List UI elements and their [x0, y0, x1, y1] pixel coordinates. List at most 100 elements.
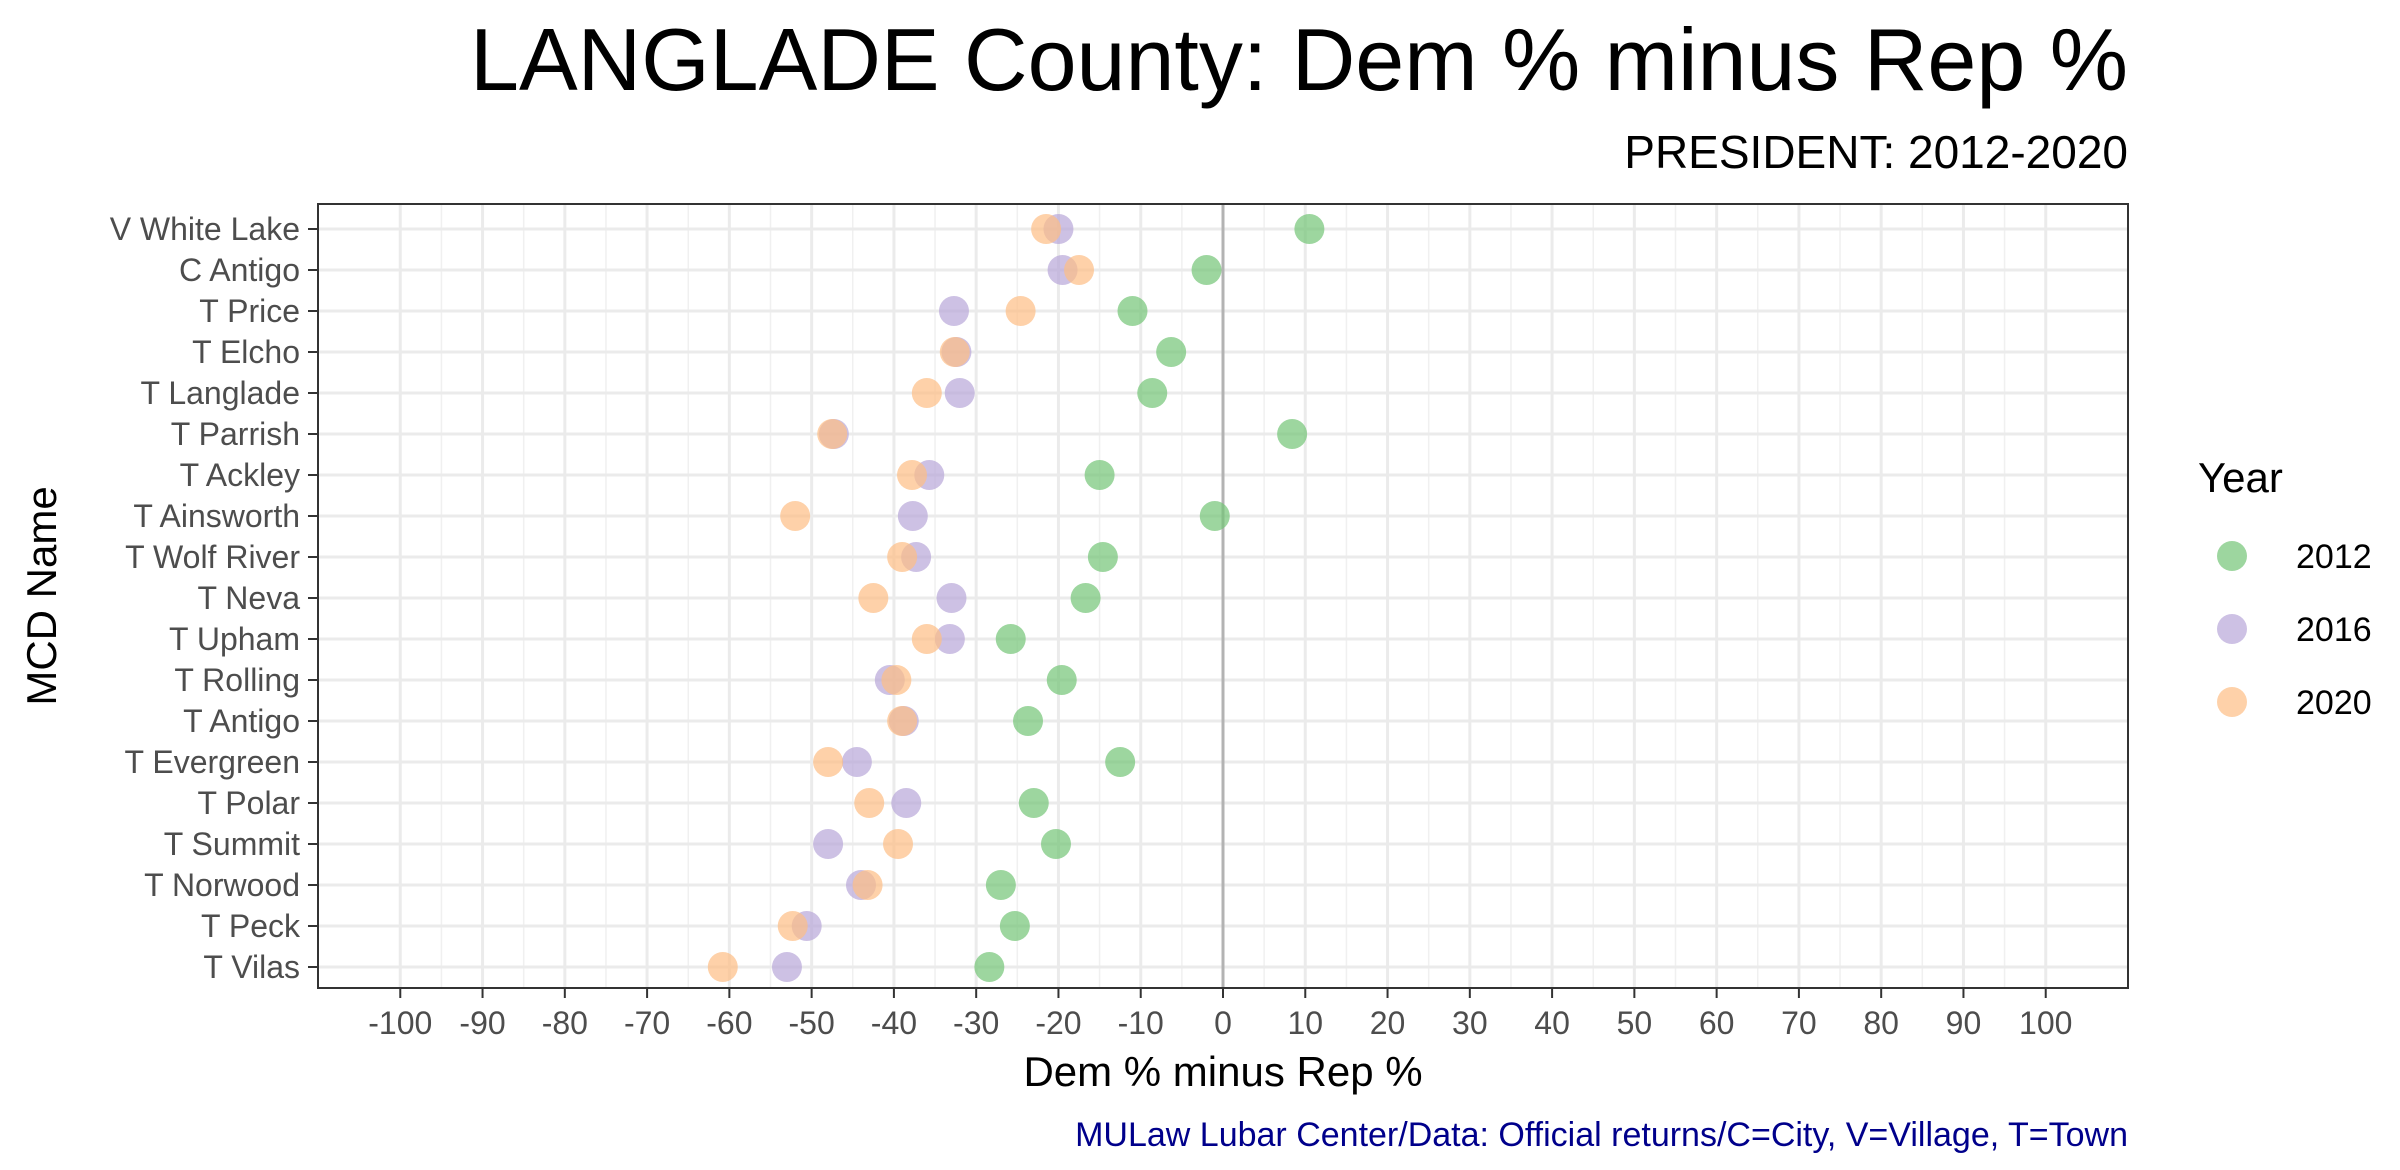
y-tick-label: T Upham — [169, 621, 300, 657]
legend-label-2016: 2016 — [2296, 611, 2372, 649]
point-2020 — [817, 419, 848, 449]
point-2012 — [1294, 214, 1325, 244]
y-tick-label: T Wolf River — [125, 539, 300, 575]
point-2016 — [771, 952, 802, 982]
y-tick-label: T Polar — [197, 785, 300, 821]
y-tick-label: T Summit — [164, 826, 300, 862]
point-2016 — [897, 501, 928, 531]
point-2020 — [911, 378, 942, 408]
y-tick-label: T Elcho — [192, 334, 300, 370]
x-tick-label: 50 — [1617, 1005, 1653, 1041]
x-tick-label: 40 — [1534, 1005, 1570, 1041]
y-tick-label: T Antigo — [183, 703, 300, 739]
data-points — [707, 214, 1325, 982]
point-2020 — [780, 501, 811, 531]
y-tick-label: T Neva — [197, 580, 300, 616]
y-tick-label: T Langlade — [140, 375, 300, 411]
minor-gridlines — [440, 204, 2006, 988]
x-tick-label: 70 — [1781, 1005, 1817, 1041]
point-2020 — [777, 911, 808, 941]
point-2020 — [939, 337, 970, 367]
x-tick-label: -10 — [1118, 1005, 1164, 1041]
y-tick-label: T Price — [199, 293, 300, 329]
x-tick-label: 100 — [2019, 1005, 2072, 1041]
chart-subtitle: PRESIDENT: 2012-2020 — [1624, 126, 2128, 178]
plot-panel — [317, 203, 2129, 989]
legend-key-2012 — [2217, 541, 2247, 571]
legend-title: Year — [2198, 454, 2283, 501]
x-tick-label: -40 — [871, 1005, 917, 1041]
point-2020 — [883, 829, 914, 859]
point-2012 — [1087, 542, 1118, 572]
point-2016 — [938, 296, 969, 326]
x-axis-title: Dem % minus Rep % — [1023, 1048, 1422, 1095]
point-2020 — [1005, 296, 1036, 326]
point-2012 — [995, 624, 1026, 654]
y-tick-label: T Evergreen — [125, 744, 301, 780]
y-tick-label: T Parrish — [171, 416, 300, 452]
x-tick-label: 10 — [1287, 1005, 1323, 1041]
point-2012 — [999, 911, 1030, 941]
point-2020 — [911, 624, 942, 654]
point-2012 — [1013, 706, 1044, 736]
y-tick-label: T Ainsworth — [133, 498, 300, 534]
point-2020 — [887, 542, 918, 572]
legend-label-2020: 2020 — [2296, 684, 2372, 722]
x-tick-label: 90 — [1946, 1005, 1982, 1041]
point-2012 — [1070, 583, 1101, 613]
point-2012 — [1040, 829, 1071, 859]
point-2020 — [1031, 214, 1062, 244]
point-2016 — [936, 583, 967, 613]
x-tick-label: -80 — [542, 1005, 588, 1041]
point-2020 — [897, 460, 928, 490]
y-tick-label: T Rolling — [174, 662, 300, 698]
point-2012 — [1137, 378, 1168, 408]
point-2020 — [881, 665, 912, 695]
y-tick-label: T Vilas — [203, 949, 300, 985]
point-2012 — [1156, 337, 1187, 367]
y-tick-label: T Norwood — [144, 867, 300, 903]
point-2012 — [1105, 747, 1136, 777]
x-tick-label: -20 — [1035, 1005, 1081, 1041]
point-2012 — [1018, 788, 1049, 818]
x-tick-label: -100 — [368, 1005, 432, 1041]
point-2012 — [1191, 255, 1222, 285]
point-2012 — [1084, 460, 1115, 490]
y-tick-label: C Antigo — [179, 252, 300, 288]
point-2016 — [841, 747, 872, 777]
x-tick-label: -70 — [624, 1005, 670, 1041]
x-tick-label: 30 — [1452, 1005, 1488, 1041]
x-tick-label: -30 — [953, 1005, 999, 1041]
point-2020 — [1064, 255, 1095, 285]
point-2020 — [887, 706, 918, 736]
legend: Year 2012 2016 2020 — [2198, 454, 2372, 722]
x-tick-label: 0 — [1214, 1005, 1232, 1041]
y-tick-label: T Peck — [201, 908, 301, 944]
legend-items: 2012 2016 2020 — [2217, 538, 2372, 722]
point-2016 — [891, 788, 922, 818]
point-2012 — [1277, 419, 1308, 449]
point-2020 — [854, 788, 885, 818]
x-tick-label: -90 — [459, 1005, 505, 1041]
legend-label-2012: 2012 — [2296, 538, 2372, 576]
point-2020 — [707, 952, 738, 982]
x-tick-label: 60 — [1699, 1005, 1735, 1041]
point-2020 — [858, 583, 889, 613]
y-tick-label: V White Lake — [110, 211, 300, 247]
x-tick-label: 20 — [1370, 1005, 1406, 1041]
x-tick-label: -50 — [789, 1005, 835, 1041]
legend-key-2016 — [2217, 614, 2247, 644]
point-2016 — [944, 378, 975, 408]
x-tick-label: -60 — [706, 1005, 752, 1041]
legend-key-2020 — [2217, 687, 2247, 717]
y-tick-label: T Ackley — [180, 457, 300, 493]
point-2012 — [985, 870, 1016, 900]
point-2012 — [974, 952, 1005, 982]
y-axis: V White Lake C Antigo T Price T Elcho T Lang… — [110, 211, 318, 985]
point-2016 — [813, 829, 844, 859]
point-2020 — [852, 870, 883, 900]
point-2012 — [1199, 501, 1230, 531]
chart-title: LANGLADE County: Dem % minus Rep % — [470, 10, 2128, 109]
y-axis-title: MCD Name — [18, 486, 65, 705]
